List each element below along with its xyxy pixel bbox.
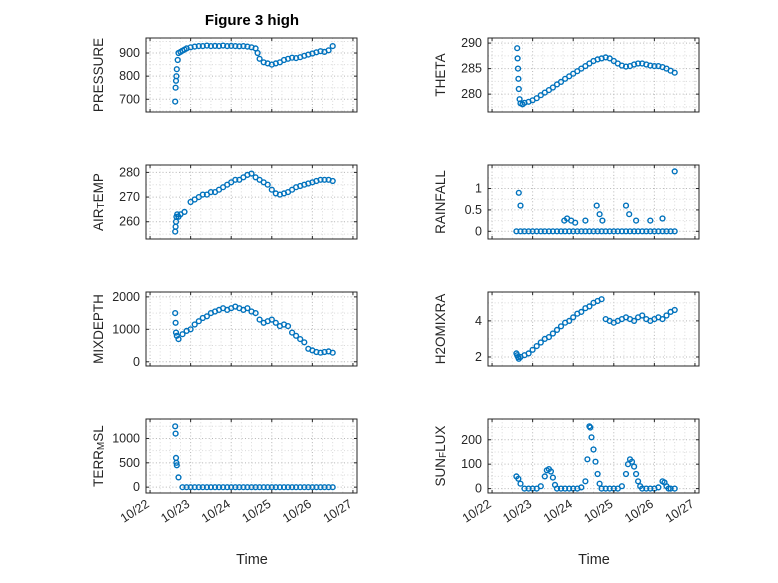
x-tick-label: 10/26 xyxy=(280,497,314,526)
x-axis-label-right: Time xyxy=(578,552,610,568)
y-axis-label-theta: THETA xyxy=(433,53,448,96)
subplot-pressure: 700 800 900 PRESSURE xyxy=(91,37,358,113)
scatter-series-terrmsl xyxy=(172,423,336,491)
x-axis-label-left: Time xyxy=(236,552,268,568)
y-tick-label: 1000 xyxy=(112,322,140,336)
subplot-sunflux: 0 100 200 SUNFLUX 10/22 10/23 10/24 10/25 10/26 1… xyxy=(433,418,700,526)
x-tick-label: 10/22 xyxy=(460,497,494,526)
scatter-series-airtemp xyxy=(172,170,336,235)
y-tick-label: 270 xyxy=(119,190,140,204)
scatter-series-mixdepth xyxy=(172,303,336,356)
x-tick-label: 10/26 xyxy=(622,497,656,526)
subplot-terrmsl: 0 500 1000 TERRMSL 10/22 10/23 10/24 10/25 10/26… xyxy=(91,418,358,526)
x-tick-label: 10/27 xyxy=(321,497,355,526)
x-tick-label: 10/25 xyxy=(582,497,616,526)
y-axis-label-terrmsl: TERRMSL xyxy=(91,425,107,487)
y-tick-label: 900 xyxy=(119,46,140,60)
y-tick-label: 2 xyxy=(475,350,482,364)
subplot-theta: 280 285 290 THETA xyxy=(433,36,700,113)
y-tick-label: 0.5 xyxy=(465,203,482,217)
y-tick-label: 500 xyxy=(119,456,140,470)
y-axis-label-mixdepth: MIXDEPTH xyxy=(91,294,106,364)
y-axis-label-h2omixra: H2OMIXRA xyxy=(433,294,448,365)
y-axis-label-sunflux: SUNFLUX xyxy=(433,426,449,487)
x-tick-label: 10/23 xyxy=(500,497,534,526)
x-tick-label: 10/24 xyxy=(541,497,575,526)
y-tick-label: 285 xyxy=(461,62,482,76)
y-axis-label-pressure: PRESSURE xyxy=(91,38,106,112)
y-axis-label-rainfall: RAINFALL xyxy=(433,170,448,234)
subplot-airtemp: 260 270 280 AIRTEMP xyxy=(91,164,358,240)
x-tick-label: 10/23 xyxy=(158,497,192,526)
x-tick-label: 10/22 xyxy=(118,497,152,526)
subplot-h2omixra: 2 4 H2OMIXRA xyxy=(433,291,700,367)
y-tick-label: 280 xyxy=(119,165,140,179)
y-tick-label: 2000 xyxy=(112,290,140,304)
y-tick-label: 0 xyxy=(133,480,140,494)
scatter-series-theta xyxy=(514,45,678,108)
y-tick-label: 260 xyxy=(119,215,140,229)
y-tick-label: 800 xyxy=(119,69,140,83)
figure-title: Figure 3 high xyxy=(204,12,300,29)
y-tick-label: 100 xyxy=(461,457,482,471)
y-tick-label: 290 xyxy=(461,36,482,50)
y-tick-label: 200 xyxy=(461,433,482,447)
y-tick-label: 700 xyxy=(119,92,140,106)
x-tick-label: 10/25 xyxy=(240,497,274,526)
x-tick-label: 10/27 xyxy=(663,497,697,526)
scatter-series-pressure xyxy=(172,42,336,105)
scatter-series-h2omixra xyxy=(513,296,678,362)
x-tick-label: 10/24 xyxy=(199,497,233,526)
y-tick-label: 0 xyxy=(475,482,482,496)
y-tick-label: 0 xyxy=(133,355,140,369)
scatter-series-sunflux xyxy=(513,423,678,492)
y-tick-label: 280 xyxy=(461,87,482,101)
subplot-rainfall: 0 0.5 1 RAINFALL xyxy=(433,164,700,240)
y-axis-label-airtemp: AIRTEMP xyxy=(91,173,107,231)
y-tick-label: 0 xyxy=(475,224,482,238)
y-tick-label: 1 xyxy=(475,182,482,196)
y-tick-label: 4 xyxy=(475,314,482,328)
scatter-series-rainfall xyxy=(513,168,678,235)
y-tick-label: 1000 xyxy=(112,431,140,445)
subplot-mixdepth: 0 1000 2000 MIXDEPTH xyxy=(91,290,358,369)
